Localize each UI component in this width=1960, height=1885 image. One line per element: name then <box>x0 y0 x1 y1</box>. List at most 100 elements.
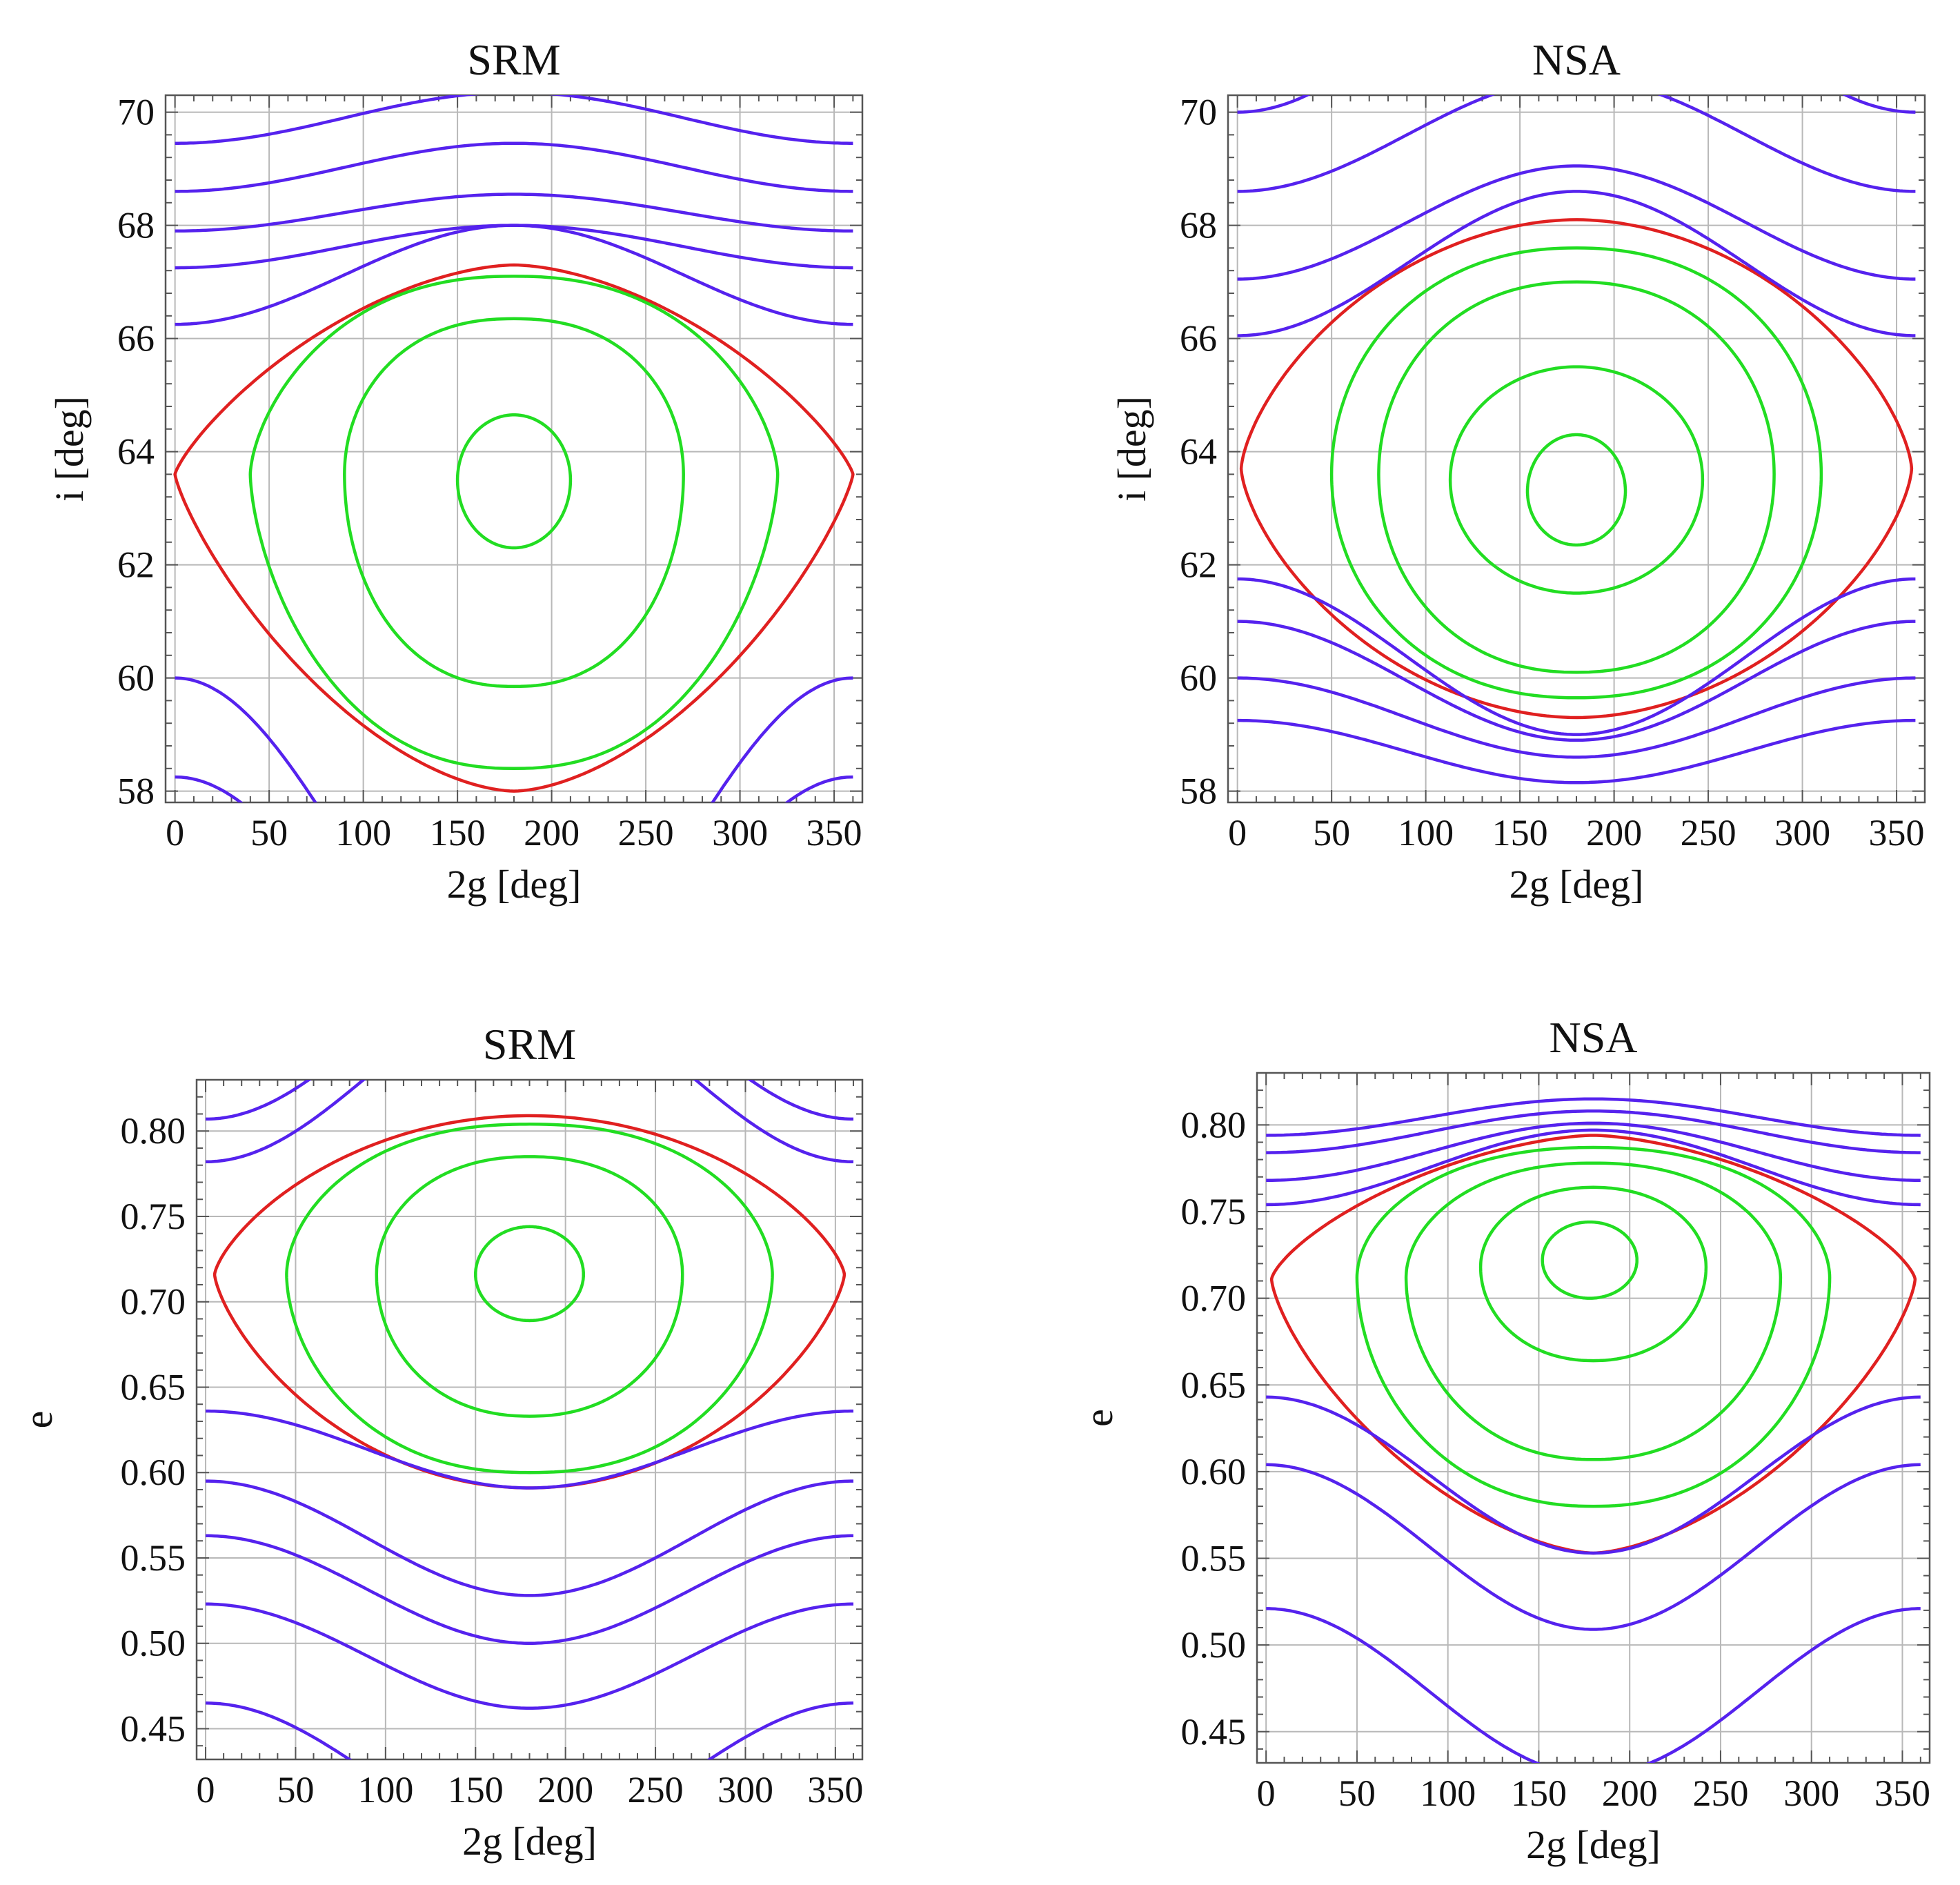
series-circulation-7 <box>1266 1607 1921 1763</box>
series-libration-1 <box>285 1123 774 1474</box>
y-tick-label: 68 <box>117 205 155 246</box>
series-circulation-7 <box>1237 718 1916 784</box>
y-tick-label: 60 <box>117 658 155 699</box>
y-tick-label: 0.80 <box>1181 1104 1247 1145</box>
y-tick-label: 0.55 <box>121 1537 186 1579</box>
series-circulation-3 <box>206 1409 853 1490</box>
y-tick-label: 70 <box>1180 92 1217 133</box>
series-libration-3 <box>455 413 573 550</box>
y-tick-label: 0.50 <box>121 1623 186 1664</box>
x-tick-label: 50 <box>1338 1773 1376 1814</box>
x-tick-label: 50 <box>1313 812 1350 853</box>
y-tick-label: 0.60 <box>121 1452 186 1493</box>
tick-marks <box>197 1079 862 1759</box>
chart-title: SRM <box>467 35 560 84</box>
series-circulation-3 <box>1237 190 1916 337</box>
y-tick-label: 0.65 <box>121 1366 186 1408</box>
y-tick-label: 64 <box>117 431 155 473</box>
series-libration-3 <box>474 1225 585 1323</box>
y-tick-label: 0.70 <box>121 1281 186 1323</box>
curve-group <box>1237 95 1916 784</box>
y-tick-label: 64 <box>1180 431 1217 473</box>
tick-marks <box>1257 1072 1930 1763</box>
x-tick-label: 350 <box>807 1769 863 1810</box>
chart-title: NSA <box>1532 35 1621 84</box>
series-circulation-7 <box>205 1701 854 1759</box>
y-tick-label: 0.80 <box>121 1110 186 1152</box>
series-circulation-2 <box>175 141 853 193</box>
chart-panel-3: 0 50 100 150 200 250 300 350 0.45 0.50 0.55 0.60 0.6… <box>16 1020 863 1864</box>
series-circulation-5 <box>206 1534 853 1645</box>
series-separatrix <box>212 1114 847 1490</box>
series-libration-2 <box>343 317 685 689</box>
y-tick-label: 58 <box>117 771 155 812</box>
x-tick-label: 200 <box>524 812 580 853</box>
x-tick-label: 150 <box>1511 1773 1567 1814</box>
x-tick-label: 200 <box>537 1769 593 1810</box>
x-tick-label: 300 <box>1783 1773 1839 1814</box>
series-circulation-3 <box>1266 1121 1921 1183</box>
x-tick-label: 0 <box>166 812 184 853</box>
x-tick-label: 150 <box>448 1769 504 1810</box>
y-axis-label: i [deg] <box>1109 396 1154 502</box>
y-tick-label: 0.50 <box>1181 1624 1247 1666</box>
series-libration-1 <box>1355 1145 1832 1508</box>
x-tick-label: 250 <box>1692 1773 1748 1814</box>
series-circulation-6 <box>1237 676 1916 759</box>
x-tick-label: 150 <box>1492 812 1548 853</box>
grid-lines <box>1228 95 1925 802</box>
x-tick-label: 0 <box>1228 812 1247 853</box>
y-tick-label: 66 <box>1180 318 1217 359</box>
x-tick-label: 250 <box>618 812 674 853</box>
series-circulation-1 <box>1266 1097 1921 1137</box>
x-tick-label: 300 <box>717 1769 773 1810</box>
tick-marks <box>1228 95 1925 802</box>
series-libration-1 <box>248 275 780 771</box>
x-axis-label: 2g [deg] <box>1509 862 1644 907</box>
series-circulation-3 <box>175 193 853 233</box>
grid-lines <box>1257 1073 1930 1763</box>
series-libration-2 <box>375 1155 684 1418</box>
y-tick-label: 68 <box>1180 205 1217 246</box>
x-tick-label: 300 <box>712 812 768 853</box>
chart-title: NSA <box>1549 1013 1637 1062</box>
x-tick-label: 100 <box>335 812 391 853</box>
series-separatrix <box>173 263 855 793</box>
y-tick-label: 0.75 <box>121 1196 186 1237</box>
series-libration-1 <box>1329 246 1823 700</box>
y-tick-label: 62 <box>117 544 155 586</box>
x-tick-label: 250 <box>1681 812 1736 853</box>
y-tick-label: 60 <box>1180 658 1217 699</box>
y-tick-label: 62 <box>1180 544 1217 586</box>
series-libration-2 <box>1404 1161 1783 1461</box>
x-tick-label: 350 <box>806 812 862 853</box>
curve-group <box>173 95 855 802</box>
series-circulation-5 <box>175 224 853 326</box>
y-tick-label: 0.45 <box>121 1708 186 1749</box>
y-axis-label: i [deg] <box>47 396 92 502</box>
x-tick-label: 150 <box>430 812 486 853</box>
x-tick-label: 300 <box>1774 812 1830 853</box>
y-tick-label: 0.60 <box>1181 1451 1247 1492</box>
series-circulation-2 <box>1266 1109 1921 1154</box>
y-tick-label: 0.70 <box>1181 1278 1247 1319</box>
curve-group <box>1266 1097 1921 1763</box>
y-tick-label: 0.45 <box>1181 1711 1247 1753</box>
x-axis-label: 2g [deg] <box>462 1819 597 1864</box>
chart-panel-4: 0 50 100 150 200 250 300 350 0.45 0.50 0.55 0.60 0.6… <box>1076 1013 1931 1867</box>
series-circulation-1 <box>175 95 853 145</box>
series-circulation-6 <box>1266 1463 1921 1631</box>
series-separatrix <box>1239 218 1914 720</box>
chart-panel-2: 0 50 100 150 200 250 300 350 58 60 62 64 66 68 70 NSA 2g… <box>1109 35 1926 907</box>
x-axis-label: 2g [deg] <box>447 862 582 907</box>
series-circulation-5 <box>1237 620 1916 742</box>
y-tick-label: 0.55 <box>1181 1538 1247 1579</box>
y-tick-label: 0.75 <box>1181 1191 1247 1232</box>
tick-marks <box>166 95 862 802</box>
series-circulation-6 <box>206 1602 853 1710</box>
series-libration-3 <box>1478 1185 1708 1363</box>
x-tick-label: 350 <box>1869 812 1925 853</box>
series-circulation-4 <box>1266 1128 1921 1207</box>
